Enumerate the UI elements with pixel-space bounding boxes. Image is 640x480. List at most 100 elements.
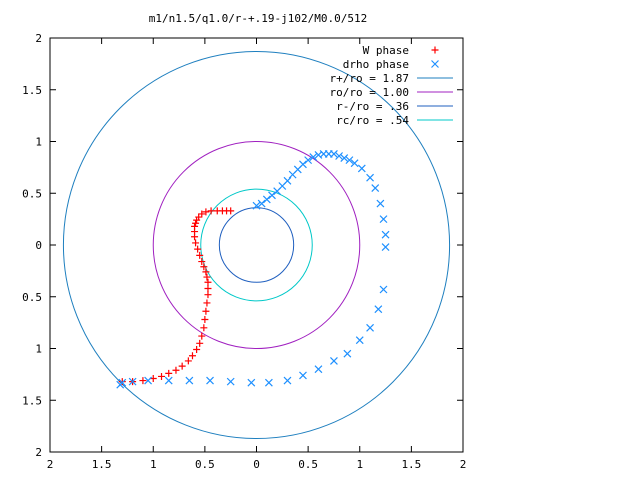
x-tick-label: 1 — [356, 458, 363, 471]
drho-phase-point — [226, 377, 235, 386]
w-phase-point — [188, 352, 196, 360]
drho-phase-point — [206, 376, 214, 385]
w-phase-point — [204, 278, 212, 286]
circle-r-0_36 — [218, 207, 295, 283]
reference-circles — [62, 50, 451, 440]
w-phase-point — [200, 263, 208, 271]
w-phase-point — [202, 307, 210, 315]
drho-phase-point — [128, 377, 137, 386]
drho-phase-point — [379, 215, 388, 224]
drho-phase-point — [335, 152, 344, 160]
w-phase-point — [204, 284, 212, 292]
drho-phase-point — [299, 160, 307, 169]
drho-phase-point — [350, 159, 359, 168]
drho-phase-point — [264, 378, 273, 387]
drho-phase-point — [340, 154, 349, 162]
w-phase-point — [198, 210, 206, 218]
drho-phase-point — [381, 243, 390, 251]
drho-phase-point — [116, 380, 125, 389]
circle-r-1 — [152, 141, 361, 349]
data-markers — [116, 149, 390, 389]
y-tick-label: 1.5 — [22, 84, 42, 97]
drho-phase-point — [247, 378, 256, 387]
w-phase-point — [207, 207, 215, 215]
drho-phase-point — [309, 153, 318, 161]
drho-phase-point — [381, 230, 390, 239]
drho-phase-point — [299, 371, 307, 380]
drho-phase-point — [345, 156, 354, 165]
w-phase-point — [196, 339, 204, 347]
legend-label: ro/ro = 1.00 — [330, 86, 409, 99]
legend-label: drho phase — [343, 58, 409, 71]
w-phase-point — [202, 268, 210, 276]
w-phase-point — [198, 258, 206, 266]
drho-phase-point — [283, 376, 292, 385]
x-tick-label: 2 — [460, 458, 467, 471]
legend-marker — [431, 46, 439, 54]
drho-phase-point — [314, 365, 323, 374]
y-tick-label: 2 — [35, 446, 42, 459]
x-tick-label: 1.5 — [401, 458, 421, 471]
legend-marker — [431, 60, 439, 68]
w-phase-point — [204, 291, 212, 299]
w-phase-point — [201, 316, 209, 324]
axis-ticks: 2 1.5 1 0.5 0 0.5 1 1.5 221.510.500.511.52 — [22, 32, 466, 471]
y-tick-label: 1 — [35, 343, 42, 356]
w-phase-point — [203, 299, 211, 307]
x-tick-label: 0 — [253, 458, 260, 471]
w-phase-point — [139, 377, 147, 385]
w-phase-point — [192, 239, 200, 247]
y-tick-label: 1.5 — [22, 394, 42, 407]
circle-r-1_87 — [62, 50, 451, 440]
drho-phase-point — [262, 195, 271, 204]
drho-phase-point — [366, 323, 374, 332]
drho-phase-point — [376, 199, 385, 208]
drho-phase-point — [283, 176, 292, 185]
drho-phase-point — [371, 184, 380, 192]
circle-r-0_54 — [200, 188, 313, 302]
w-phase-point — [192, 219, 200, 227]
legend-label: r-/ro = .36 — [336, 100, 409, 113]
w-phase-point — [198, 332, 206, 340]
legend-label: r+/ro = 1.87 — [330, 72, 409, 85]
w-phase-point — [195, 213, 203, 221]
drho-phase-point — [366, 173, 374, 182]
drho-phase-point — [355, 336, 364, 345]
drho-phase-point — [330, 149, 338, 158]
x-tick-label: 0.5 — [298, 458, 318, 471]
legend-label: W phase — [363, 44, 409, 57]
drho-phase-point — [252, 201, 261, 210]
chart-title: m1/n1.5/q1.0/r-+.19-j102/M0.0/512 — [149, 12, 368, 25]
w-phase-point — [165, 369, 173, 377]
drho-phase-point — [304, 156, 313, 165]
w-phase-point — [178, 362, 186, 370]
drho-phase-point — [379, 285, 388, 294]
x-tick-label: 1.5 — [92, 458, 112, 471]
y-tick-label: 2 — [35, 32, 42, 45]
drho-phase-point — [268, 191, 276, 200]
w-phase-point — [202, 208, 210, 216]
drho-phase-point — [164, 376, 173, 385]
drho-phase-point — [330, 356, 338, 365]
w-phase-point — [194, 245, 202, 253]
w-phase-point — [191, 222, 199, 230]
x-tick-label: 1 — [150, 458, 157, 471]
w-phase-point — [184, 357, 192, 365]
w-phase-point — [203, 273, 211, 281]
drho-phase-point — [357, 164, 366, 173]
drho-phase-point — [144, 376, 153, 385]
drho-phase-point — [185, 376, 194, 385]
x-tick-label: 2 — [47, 458, 54, 471]
w-phase-point — [118, 378, 126, 386]
legend-label: rc/ro = .54 — [336, 114, 409, 127]
w-phase-point — [158, 372, 166, 380]
drho-phase-point — [257, 199, 266, 208]
x-tick-label: 0.5 — [195, 458, 215, 471]
y-tick-label: 0.5 — [22, 291, 42, 304]
y-tick-label: 0 — [35, 239, 42, 252]
w-phase-point — [200, 324, 208, 332]
drho-phase-point — [343, 349, 352, 358]
w-phase-point — [172, 366, 180, 374]
